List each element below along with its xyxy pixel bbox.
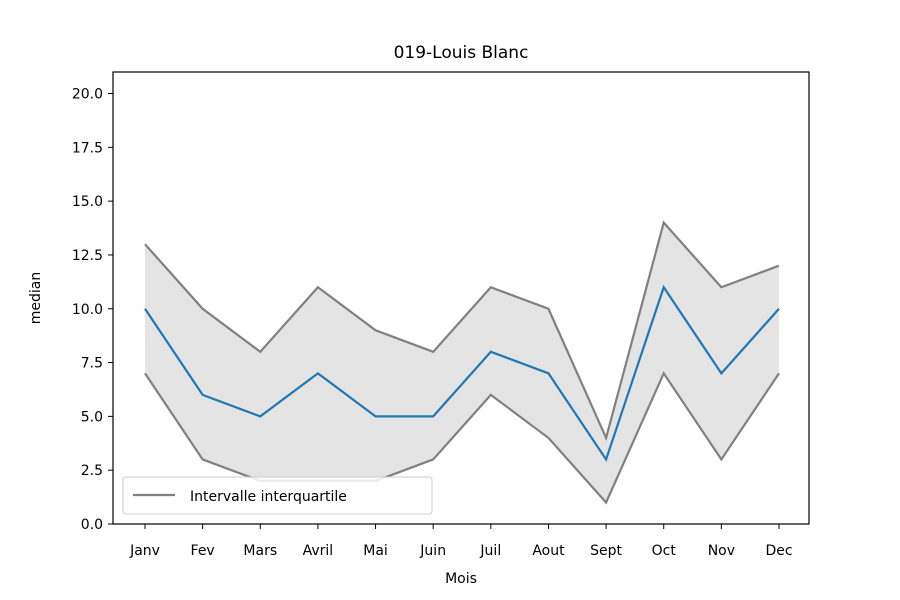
- x-tick-label: Dec: [765, 543, 792, 559]
- x-tick-label: Juil: [479, 543, 501, 559]
- series-line-q3: [144, 220, 780, 442]
- chart-title: 019-Louis Blanc: [394, 43, 529, 63]
- x-tick-label: Oct: [652, 543, 677, 559]
- x-axis-title: Mois: [445, 571, 477, 587]
- x-tick-label: Fev: [191, 543, 215, 559]
- plot-frame: [112, 71, 810, 525]
- y-tick-label: 20.0: [72, 87, 103, 103]
- legend: Intervalle interquartile: [122, 476, 433, 515]
- x-tick-label: Mai: [363, 543, 388, 559]
- y-tick-label: 0.0: [81, 517, 103, 533]
- series-line-median: [144, 284, 780, 462]
- y-tick-label: 5.0: [81, 409, 103, 425]
- y-tick-label: 2.5: [81, 463, 103, 479]
- x-tick-label: Nov: [708, 543, 735, 559]
- y-tick-label: 7.5: [81, 356, 103, 372]
- x-tick-label: Juin: [419, 543, 446, 559]
- x-tick-label: Aout: [532, 543, 565, 559]
- y-axis: 0.0 2.5 5.0 7.5 10.0 12.5 15.0 17.5 20.0: [72, 87, 113, 533]
- x-axis: Janv Fev Mars Avril Mai Juin Juil Aout Sept Oct No…: [129, 524, 793, 559]
- plot-area: [144, 220, 780, 505]
- y-tick-label: 10.0: [72, 302, 103, 318]
- y-tick-label: 17.5: [72, 140, 103, 156]
- x-tick-label: Mars: [243, 543, 277, 559]
- x-tick-label: Avril: [303, 543, 334, 559]
- y-tick-label: 15.0: [72, 194, 103, 210]
- legend-box: [122, 476, 433, 515]
- interquartile-band: [145, 222, 779, 503]
- x-tick-label: Sept: [590, 543, 622, 559]
- y-axis-title: median: [28, 272, 44, 324]
- x-tick-label: Janv: [129, 543, 160, 559]
- legend-label-interquartile: Intervalle interquartile: [190, 489, 347, 505]
- y-tick-label: 12.5: [72, 248, 103, 264]
